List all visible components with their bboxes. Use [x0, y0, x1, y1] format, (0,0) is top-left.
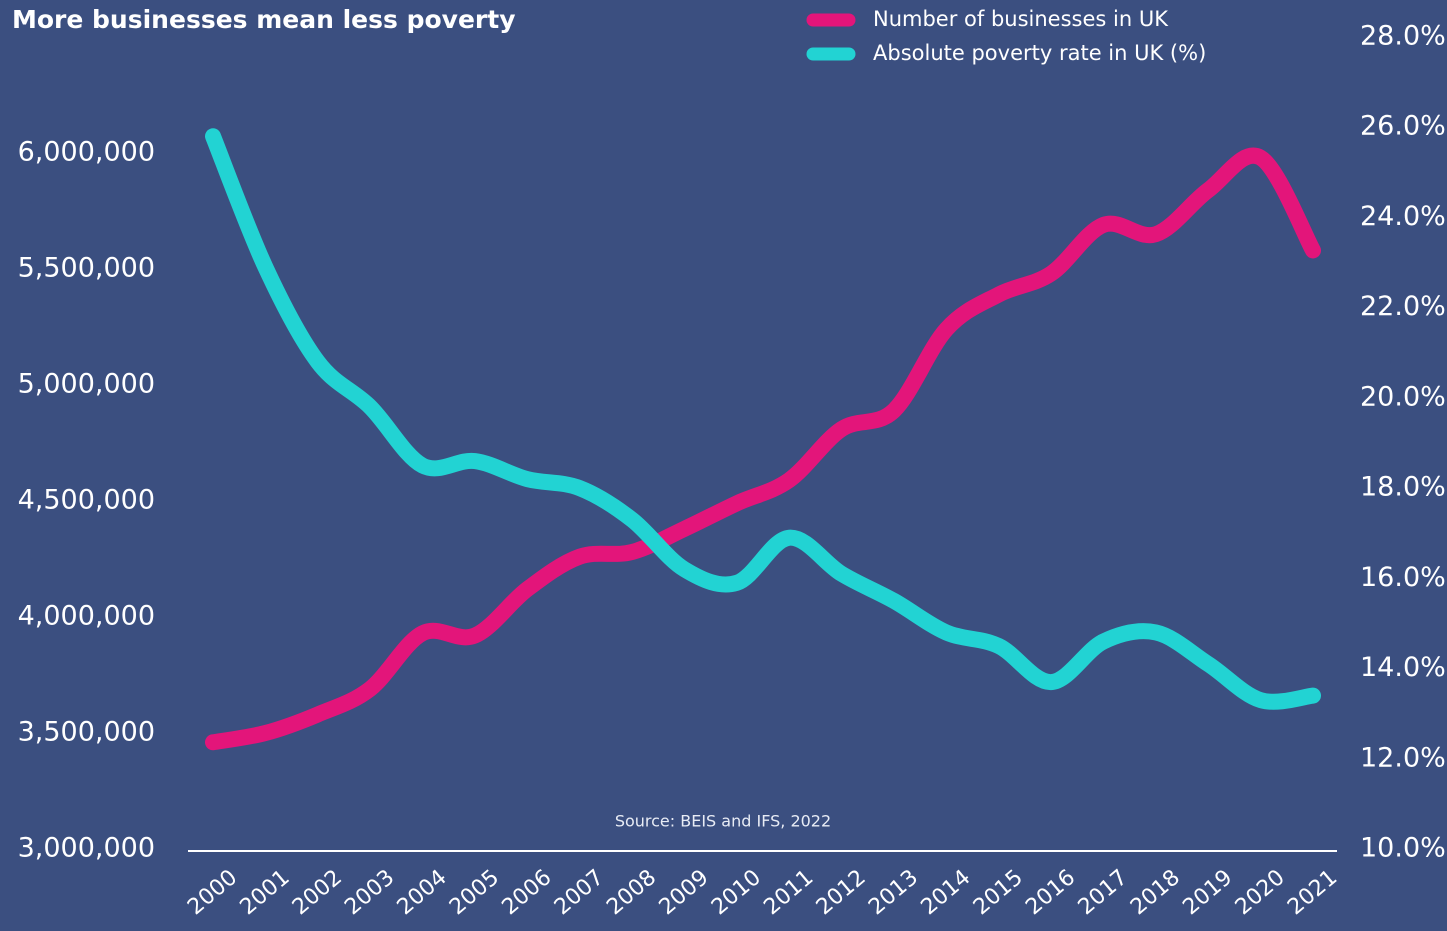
legend-label: Number of businesses in UK [873, 7, 1169, 31]
y2-tick-label: 20.0% [1360, 381, 1446, 412]
y2-tick-label: 18.0% [1360, 472, 1446, 503]
legend-label: Absolute poverty rate in UK (%) [873, 41, 1206, 65]
y-tick-label: 5,000,000 [18, 369, 155, 400]
line-series [205, 128, 1321, 710]
y2-tick-label: 26.0% [1360, 111, 1446, 142]
y2-tick-label: 24.0% [1360, 201, 1446, 232]
y-tick-label: 5,500,000 [18, 253, 155, 284]
y-tick-label: 6,000,000 [18, 137, 155, 168]
y2-tick-label: 10.0% [1360, 833, 1446, 864]
y-tick-label: 3,500,000 [18, 717, 155, 748]
y2-tick-label: 28.0% [1360, 21, 1446, 52]
y2-tick-label: 22.0% [1360, 291, 1446, 322]
source-note: Source: BEIS and IFS, 2022 [615, 812, 831, 831]
y-tick-label: 4,000,000 [18, 601, 155, 632]
y2-tick-label: 16.0% [1360, 562, 1446, 593]
line-series [205, 147, 1321, 751]
y-tick-label: 4,500,000 [18, 485, 155, 516]
y-tick-label: 3,000,000 [18, 833, 155, 864]
y2-tick-label: 12.0% [1360, 742, 1446, 773]
y2-tick-label: 14.0% [1360, 652, 1446, 683]
chart-title: More businesses mean less poverty [12, 5, 516, 34]
